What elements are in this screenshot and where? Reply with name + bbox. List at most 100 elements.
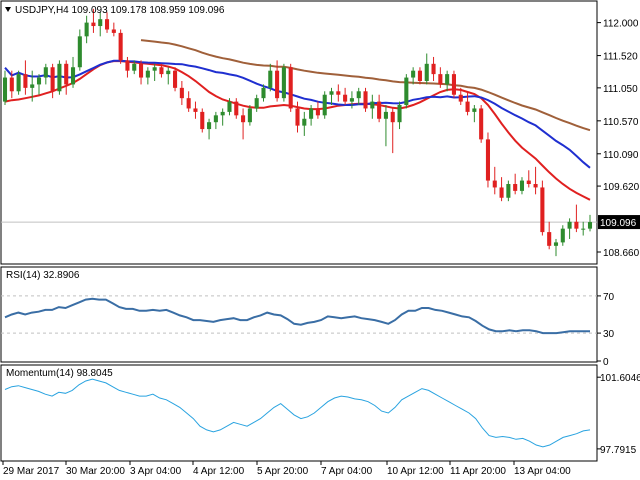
rsi-y-axis: 70 30 0 — [597, 292, 615, 368]
momentum-title: Momentum(14) 98.8045 — [6, 368, 113, 379]
candle-body — [438, 74, 443, 85]
candle-body — [322, 94, 327, 116]
candle-body — [349, 98, 354, 102]
candle-body — [377, 101, 382, 119]
candle-body — [98, 19, 103, 27]
candle-body — [132, 63, 137, 71]
candle-body — [458, 94, 463, 102]
price-tick-label: 111.050 — [603, 84, 638, 95]
candle-body — [16, 74, 21, 92]
candle-body — [383, 111, 388, 119]
candle-body — [417, 70, 422, 81]
time-tick-label: 30 Mar 20:00 — [66, 466, 125, 477]
candle-body — [343, 94, 348, 102]
candle-body — [145, 70, 150, 78]
time-tick-label: 4 Apr 12:00 — [193, 466, 245, 477]
candle-body — [472, 108, 477, 112]
price-tick-label: 108.660 — [603, 248, 640, 259]
price-chart-title: USDJPY,H4 109.093 109.178 108.959 109.09… — [15, 5, 225, 16]
candle-body — [533, 184, 538, 188]
time-tick-label: 3 Apr 04:00 — [130, 466, 182, 477]
candle-body — [64, 63, 69, 85]
rsi-tick-label: 70 — [603, 292, 615, 303]
candle-body — [397, 105, 402, 123]
candle-body — [281, 67, 286, 99]
candle-body — [36, 77, 42, 85]
candle-body — [499, 187, 504, 198]
momentum-tick-label: 97.7915 — [600, 445, 637, 456]
candle-body — [519, 180, 525, 191]
current-price-label-bg — [598, 215, 640, 230]
price-tick-label: 109.620 — [603, 182, 640, 193]
candle-body — [268, 70, 273, 88]
candle-body — [431, 63, 436, 75]
price-y-axis: 112.000 111.520 111.050 110.570 110.090 109.6… — [597, 19, 640, 259]
price-tick-label: 110.570 — [603, 117, 639, 128]
candle-body — [526, 180, 531, 185]
candle-body — [356, 91, 361, 99]
candle-body — [234, 101, 239, 116]
candle-body — [193, 108, 198, 112]
candle-body — [125, 60, 130, 71]
candle-body — [574, 221, 579, 229]
momentum-plot — [4, 378, 591, 448]
price-tick-label: 110.090 — [603, 150, 639, 161]
candle-body — [254, 98, 259, 109]
ma-slow-line — [140, 39, 591, 132]
candle-body — [309, 108, 314, 119]
candle-body — [411, 70, 416, 78]
candle-body — [479, 108, 484, 140]
candle-body — [104, 19, 110, 30]
price-tick-label: 111.520 — [603, 52, 638, 63]
dropdown-arrow-icon[interactable] — [5, 7, 11, 12]
time-tick-label: 11 Apr 20:00 — [450, 466, 506, 477]
momentum-tick-label: 101.6046 — [600, 373, 640, 384]
time-tick-label: 29 Mar 2017 — [3, 466, 60, 477]
candle-body — [2, 77, 8, 102]
candle-body — [547, 232, 552, 246]
candle-body — [587, 222, 593, 229]
candle-body — [302, 118, 307, 126]
time-tick-label: 10 Apr 12:00 — [387, 466, 444, 477]
momentum-y-axis: 101.6046 97.7915 — [597, 373, 640, 456]
price-tick-label: 112.000 — [603, 19, 639, 30]
candle-body — [220, 111, 225, 116]
candle-body — [30, 84, 35, 88]
candle-body — [23, 74, 28, 88]
candle-body — [506, 184, 511, 198]
rsi-panel — [0, 266, 598, 363]
candle-body — [207, 122, 212, 130]
candle-body — [57, 63, 62, 92]
candle-body — [173, 70, 178, 88]
candle-body — [186, 98, 191, 109]
time-axis: 29 Mar 2017 30 Mar 20:00 3 Apr 04:00 4 Apr … — [2, 461, 571, 477]
current-price-label: 109.096 — [600, 218, 637, 229]
candle-body — [553, 242, 559, 246]
candle-body — [247, 108, 252, 123]
candle-body — [336, 91, 341, 95]
candle-body — [567, 221, 572, 229]
candle-body — [404, 77, 409, 106]
candle-body — [288, 67, 293, 109]
candle-body — [363, 91, 368, 109]
price-panel — [0, 0, 598, 265]
candle-body — [213, 115, 218, 123]
candle-body — [241, 115, 246, 123]
momentum-line — [4, 378, 591, 448]
candle-body — [152, 67, 157, 71]
candle-body — [111, 29, 116, 33]
time-tick-label: 13 Apr 04:00 — [514, 466, 571, 477]
candle-body — [485, 139, 491, 181]
candle-body — [227, 101, 232, 112]
candle-body — [118, 32, 123, 61]
rsi-tick-label: 0 — [603, 357, 609, 368]
candle-body — [540, 187, 545, 233]
candle-body — [50, 67, 55, 92]
candle-body — [581, 228, 586, 230]
candle-body — [159, 67, 164, 75]
rsi-plot — [1, 295, 597, 335]
candle-body — [329, 91, 334, 95]
candle-body — [9, 77, 14, 92]
candle-body — [77, 36, 82, 68]
